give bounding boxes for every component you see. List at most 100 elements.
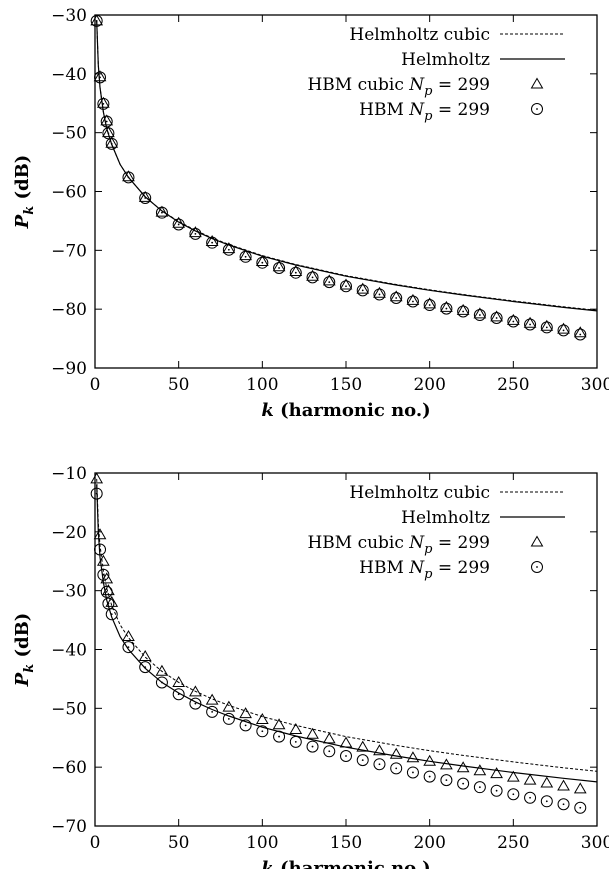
- series-line-helm-cubic: [96, 20, 597, 311]
- legend-label-hbm: HBM Np = 299: [359, 100, 490, 124]
- circle-point: [100, 115, 113, 128]
- triangle-point: [306, 269, 319, 281]
- triangle-point: [222, 242, 236, 254]
- circle-point-center: [462, 310, 465, 313]
- circle-point-center: [194, 232, 197, 235]
- circle-point: [94, 71, 107, 84]
- series-line-helm-cubic: [96, 478, 597, 772]
- circle-point: [473, 309, 486, 322]
- y-tick-label: −40: [51, 641, 87, 661]
- circle-point: [490, 784, 503, 797]
- circle-point: [97, 568, 110, 581]
- triangle-point: [155, 205, 169, 217]
- triangle-point: [356, 740, 370, 752]
- x-tick-label: 100: [246, 375, 278, 395]
- circle-point-center: [545, 326, 548, 329]
- triangle-point: [90, 472, 104, 484]
- circle-point: [323, 276, 336, 289]
- circle-point: [373, 758, 386, 771]
- circle-point-center: [311, 745, 314, 748]
- circle-point: [373, 288, 386, 301]
- circle-point: [122, 641, 135, 654]
- legend-sample-circle-center: [536, 566, 538, 568]
- x-tick-label: 250: [497, 375, 529, 395]
- circle-point-center: [445, 779, 448, 782]
- circle-point: [289, 735, 302, 748]
- circle-point-center: [445, 307, 448, 310]
- triangle-point: [255, 713, 269, 725]
- triangle-point: [473, 307, 487, 319]
- circle-point: [139, 191, 152, 204]
- circle-point: [222, 712, 235, 725]
- legend-label-helmholtz: Helmholtz: [401, 50, 490, 70]
- circle-point: [557, 324, 570, 337]
- circle-point: [172, 688, 185, 701]
- triangle-point: [102, 584, 115, 596]
- circle-point-center: [579, 333, 582, 336]
- circle-point-center: [395, 297, 398, 299]
- circle-point-center: [428, 304, 431, 306]
- circle-point: [524, 318, 537, 331]
- x-axis-label: k (harmonic no.): [261, 400, 430, 421]
- circle-point: [273, 730, 286, 743]
- triangle-point: [105, 595, 119, 607]
- triangle-point: [189, 685, 202, 697]
- triangle-point: [306, 727, 319, 739]
- circle-point-center: [345, 755, 347, 757]
- circle-point-center: [495, 317, 498, 319]
- circle-point: [105, 608, 118, 621]
- triangle-point: [90, 14, 104, 26]
- triangle-point: [373, 286, 386, 298]
- x-tick-label: 0: [90, 833, 101, 853]
- circle-point-center: [95, 19, 98, 22]
- y-tick-label: −30: [51, 582, 87, 602]
- circle-point-center: [244, 724, 247, 727]
- circle-point: [423, 299, 436, 312]
- legend-sample-triangle: [530, 535, 544, 547]
- y-tick-label: −10: [51, 464, 87, 484]
- circle-point: [473, 781, 486, 794]
- circle-point: [406, 295, 419, 308]
- circle-point-center: [294, 271, 297, 274]
- circle-point-center: [529, 796, 531, 799]
- y-tick-label: −60: [51, 183, 87, 203]
- circle-point: [100, 585, 113, 598]
- circle-point-center: [512, 320, 515, 323]
- triangle-point: [490, 310, 503, 322]
- triangle-point: [222, 700, 236, 712]
- chart-panel-1: 0 50 100 150 200 250 300 −90 −80 −70 −60 −50 −40 −30 k…: [12, 6, 609, 421]
- circle-point-center: [579, 806, 582, 809]
- circle-point-center: [395, 767, 398, 770]
- circle-point: [102, 127, 115, 140]
- x-tick-label: 300: [581, 375, 609, 395]
- circle-point: [206, 236, 219, 249]
- legend-sample-circle: [531, 103, 543, 115]
- y-tick-label: −70: [51, 241, 87, 261]
- y-tick-label: −50: [51, 699, 87, 719]
- circle-point: [273, 261, 286, 274]
- triangle-point: [473, 764, 487, 776]
- triangle-point: [272, 260, 286, 272]
- circle-point-center: [345, 285, 347, 288]
- triangle-point: [506, 313, 520, 325]
- y-tick-label: −70: [51, 817, 87, 837]
- circle-point-center: [99, 76, 101, 79]
- circle-point-center: [328, 750, 331, 753]
- triangle-point: [389, 290, 403, 302]
- y-tick-label: −20: [51, 523, 87, 543]
- triangle-point: [373, 744, 386, 756]
- circle-point: [440, 774, 453, 787]
- triangle-point: [440, 300, 453, 312]
- series-line-helm: [96, 20, 597, 312]
- y-axis-label: Pk (dB): [12, 155, 37, 230]
- legend-label-helmholtz-cubic: Helmholtz cubic: [349, 483, 490, 503]
- x-tick-label: 100: [246, 833, 278, 853]
- circle-point-center: [428, 775, 431, 778]
- triangle-point: [389, 747, 403, 759]
- circle-point-center: [127, 176, 130, 179]
- triangle-point: [573, 326, 587, 338]
- circle-point-center: [512, 793, 515, 796]
- circle-point: [457, 305, 470, 318]
- triangle-point: [100, 572, 114, 584]
